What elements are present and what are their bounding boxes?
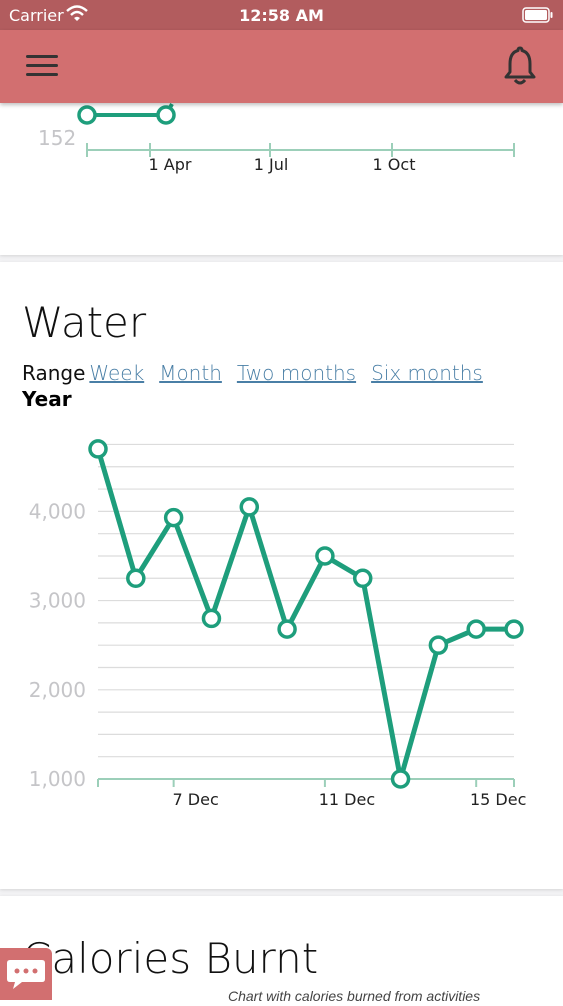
- weight-x-tick-label: 1 Oct: [373, 155, 416, 174]
- chart-x-axis: 1,000 2,000 3,000 4,000 7 Dec 11 Dec 15 Dec: [29, 499, 527, 809]
- data-point[interactable]: [126, 568, 146, 589]
- range-year-active[interactable]: Year: [22, 387, 72, 411]
- chart-grid: [98, 443, 514, 758]
- y-tick-label: 2,000: [29, 678, 86, 702]
- y-tick-label: 4,000: [29, 499, 86, 523]
- water-chart: 1,000 2,000 3,000 4,000 7 Dec 11 Dec 15 Dec: [29, 439, 527, 809]
- range-week-link[interactable]: Week: [89, 361, 145, 385]
- range-two-months-link[interactable]: Two months: [236, 361, 357, 385]
- data-point[interactable]: [163, 507, 184, 528]
- data-point[interactable]: [352, 568, 373, 589]
- data-point[interactable]: [428, 635, 449, 655]
- weight-data-point[interactable]: [77, 105, 97, 125]
- range-month-link[interactable]: Month: [159, 361, 222, 385]
- weight-y-tick: 152: [38, 126, 76, 150]
- y-tick-label: 3,000: [29, 589, 86, 613]
- app-bar: [0, 30, 563, 103]
- carrier-label: Carrier: [9, 6, 64, 25]
- data-point[interactable]: [277, 619, 297, 639]
- bell-icon: [504, 46, 536, 85]
- range-selector: Range Week Month Two months Six months Year: [22, 360, 522, 412]
- status-time: 12:58 AM: [239, 6, 324, 25]
- battery-icon: [522, 7, 554, 27]
- water-series-line: [95, 448, 514, 782]
- calories-title: Calories Burnt: [22, 934, 319, 983]
- weight-chart: 152 1 Apr 1 Jul 1 Oct: [38, 103, 515, 174]
- chart-points: [88, 439, 524, 789]
- x-tick-label: 11 Dec: [319, 790, 375, 809]
- chart-series: [95, 448, 514, 782]
- range-six-months-link[interactable]: Six months: [371, 361, 483, 385]
- menu-button[interactable]: [24, 52, 60, 82]
- x-tick-label: 7 Dec: [173, 790, 219, 809]
- y-tick-label: 1,000: [29, 767, 86, 791]
- notifications-button[interactable]: [500, 44, 540, 88]
- data-point[interactable]: [466, 619, 486, 639]
- chat-button[interactable]: [0, 948, 52, 1000]
- calories-subtitle: Chart with calories burned from activiti…: [228, 988, 481, 1004]
- data-point[interactable]: [88, 439, 108, 459]
- weight-x-tick-label: 1 Jul: [254, 155, 289, 174]
- weight-card: 152 1 Apr 1 Jul 1 Oct: [0, 90, 563, 255]
- calories-card: Calories Burnt Chart with calories burne…: [0, 896, 563, 1006]
- data-point[interactable]: [390, 769, 411, 789]
- status-bar: Carrier 12:58 AM: [0, 0, 563, 30]
- x-tick-label: 15 Dec: [470, 790, 526, 809]
- data-point[interactable]: [201, 608, 222, 629]
- wifi-icon: [66, 5, 88, 27]
- hamburger-menu-icon: [26, 55, 58, 76]
- chat-bubble-icon: [7, 960, 45, 989]
- data-point[interactable]: [239, 497, 260, 517]
- data-point[interactable]: [315, 546, 335, 566]
- water-title: Water: [22, 298, 147, 347]
- data-point[interactable]: [504, 619, 524, 639]
- weight-data-point[interactable]: [156, 105, 176, 125]
- range-label: Range: [22, 361, 86, 385]
- weight-x-tick-label: 1 Apr: [149, 155, 192, 174]
- water-card: Water Range Week Month Two months Six months…: [0, 262, 563, 889]
